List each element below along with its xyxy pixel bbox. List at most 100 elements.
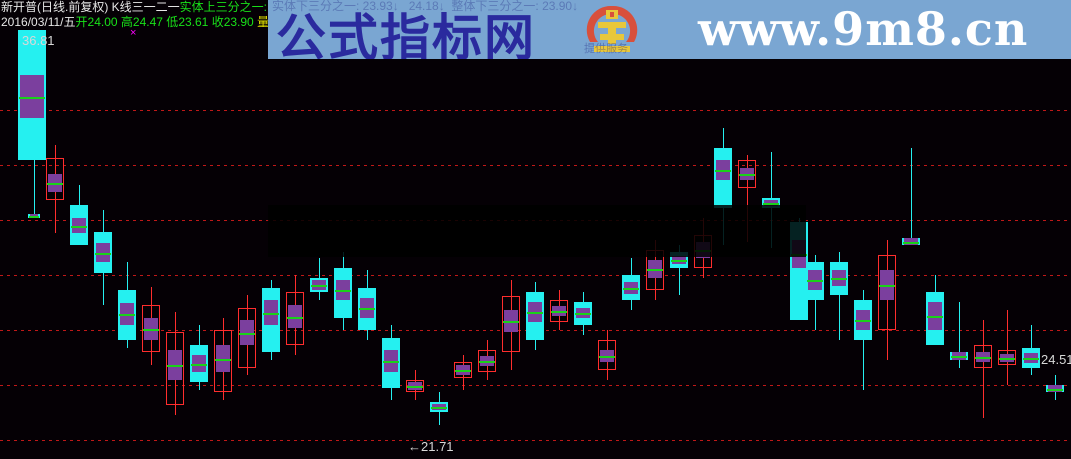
chart-overlay-panel (268, 205, 806, 257)
candle-inner-box (216, 345, 230, 372)
close-value: 23.90 (223, 15, 254, 29)
candle-mid-line (455, 370, 471, 372)
obscured-indicator-text: 实体下三分之一: 23.93↓ 24.18↓ 整体下三分之一: 23.90↓ (272, 0, 579, 13)
candle-wick (911, 148, 912, 245)
candle-wick (679, 245, 680, 295)
bottom-price-label: ←21.71 (408, 439, 454, 454)
candle-inner-box (1048, 385, 1062, 392)
candle-body (974, 345, 992, 368)
candle-mid-line (407, 386, 423, 388)
chart-header-line1: 新开普(日线.前复权) K线三一二一实体上三分之一: (1, 1, 267, 14)
chart-header-line2: 2016/03/11/五开24.00 高24.47 低23.61 收23.90 … (1, 16, 296, 29)
gridline-6 (0, 440, 1071, 441)
watermark-sub-text: 提供服务 (584, 43, 628, 55)
candle-mid-line (575, 313, 591, 315)
candle-body (478, 350, 496, 372)
candle-inner-box (192, 355, 206, 372)
candle-inner-box (20, 75, 44, 118)
candle-body (454, 362, 472, 378)
close-label: 收 (211, 15, 224, 29)
candle-mid-line (551, 311, 567, 313)
candle-inner-box (240, 320, 254, 345)
watermark-logo-icon (586, 5, 638, 52)
candle-mid-line (47, 183, 63, 185)
candle-mid-line (855, 320, 871, 322)
candle-mid-line (1023, 358, 1039, 360)
candle-mid-line (647, 269, 663, 271)
candle-inner-box (96, 243, 110, 262)
candle-mid-line (739, 174, 755, 176)
candle-wick (1007, 310, 1008, 385)
top-price-label: 36.81 (22, 33, 55, 48)
gridline-3 (0, 275, 1071, 276)
candle-mid-line (1047, 389, 1063, 391)
low-value: 23.61 (178, 15, 209, 29)
candle-body (550, 300, 568, 322)
candle-mid-line (239, 333, 255, 335)
candle-mid-line (715, 170, 731, 172)
indicator-label: 实体上三分之一: (179, 0, 268, 14)
candle-body (998, 350, 1016, 365)
gridline-5 (0, 385, 1071, 386)
candle-inner-box (264, 300, 278, 325)
candle-body (238, 308, 256, 368)
candle-wick (747, 155, 748, 242)
candle-wick (839, 252, 840, 340)
candle-mid-line (527, 312, 543, 314)
candle-body (406, 380, 424, 392)
crosshair-marker-icon: × (130, 27, 137, 39)
candle-mid-line (623, 288, 639, 290)
candle-inner-box (72, 218, 86, 233)
candle-mid-line (71, 226, 87, 228)
candle-wick (863, 290, 864, 390)
candle-mid-line (143, 329, 159, 331)
candle-body (214, 330, 232, 392)
volume-label: 量 (257, 15, 270, 29)
candle-mid-line (951, 356, 967, 358)
candle-inner-box (288, 305, 302, 328)
candle-body (598, 340, 616, 370)
candle-body (142, 305, 160, 352)
candle-mid-line (763, 203, 779, 205)
candle-mid-line (359, 308, 375, 310)
candle-mid-line (287, 317, 303, 319)
watermark-url: www.9m8.cn (698, 2, 1029, 56)
candle-body (286, 292, 304, 345)
chart-title: 新开普(日线.前复权) K线三一二一 (1, 0, 180, 14)
candle-body (46, 158, 64, 200)
candle-wick (983, 320, 984, 418)
candle-inner-box (904, 238, 918, 245)
candle-mid-line (831, 278, 847, 280)
high-label: 高 (120, 15, 133, 29)
candle-mid-line (879, 285, 895, 287)
gridline-0 (0, 110, 1071, 111)
watermark-site-name: 公式指标网 (276, 9, 536, 59)
candle-mid-line (479, 361, 495, 363)
candle-mid-line (263, 313, 279, 315)
candle-mid-line (19, 97, 45, 99)
candle-mid-line (671, 260, 687, 262)
candle-mid-line (383, 361, 399, 363)
gridline-1 (0, 165, 1071, 166)
candle-mid-line (215, 359, 231, 361)
candle-mid-line (167, 365, 183, 367)
candle-mid-line (975, 357, 991, 359)
candle-wick (959, 302, 960, 368)
candle-body (878, 255, 896, 330)
candle-mid-line (999, 358, 1015, 360)
candle-mid-line (927, 316, 943, 318)
watermark-banner: 实体下三分之一: 23.93↓ 24.18↓ 整体下三分之一: 23.90↓ 公… (268, 0, 1071, 59)
candle-mid-line (903, 242, 919, 244)
bottom-arrow-icon: ← (408, 439, 421, 454)
candle-body (738, 160, 756, 188)
candle-mid-line (807, 280, 823, 282)
high-value: 24.47 (132, 15, 163, 29)
open-value: 24.00 (87, 15, 118, 29)
right-price-label: 24.51 (1041, 352, 1071, 367)
candle-mid-line (503, 321, 519, 323)
candle-mid-line (119, 314, 135, 316)
candle-mid-line (335, 290, 351, 292)
candle-mid-line (29, 216, 39, 218)
candle-mid-line (599, 356, 615, 358)
